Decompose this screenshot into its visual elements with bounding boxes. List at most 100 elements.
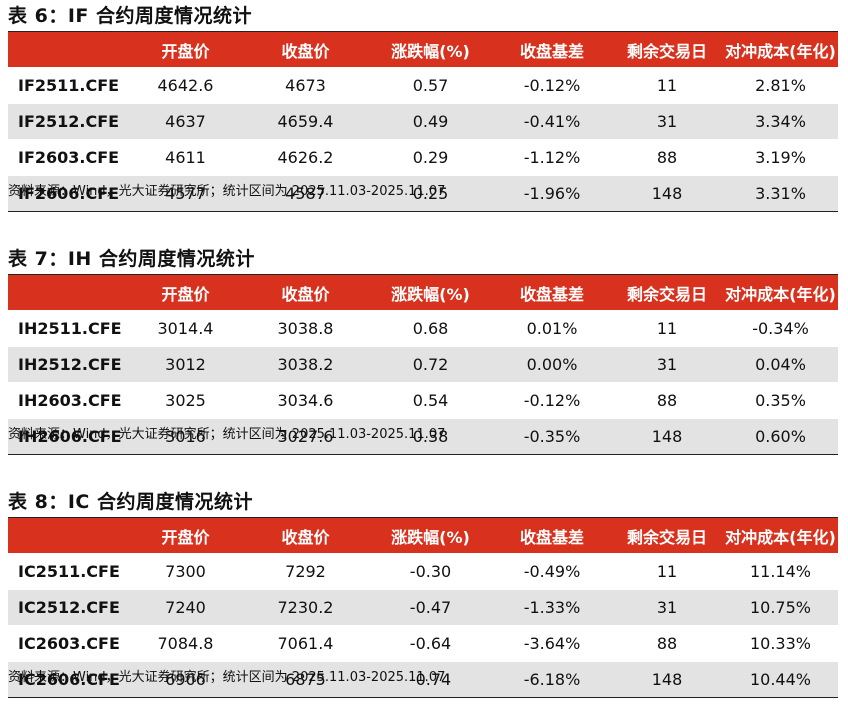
table-cell: 0.00%: [526, 355, 578, 374]
data-table: 开盘价 收盘价 涨跌幅(%) 收盘基差 剩余交易日 对冲成本(年化) IC2511.CFE 7…: [8, 517, 838, 698]
table-cell: 11.14%: [749, 562, 811, 581]
table-cell: 88: [656, 391, 678, 410]
table-cell: -0.34%: [752, 319, 809, 338]
column-header: 收盘基差: [519, 284, 584, 304]
table-cell: 0.57: [412, 76, 449, 95]
contract-code-cell: IF2511.CFE: [18, 76, 120, 95]
table-cell: -0.35%: [523, 427, 581, 446]
table-cell: 3.19%: [755, 148, 806, 167]
table-cell: 148: [651, 184, 683, 203]
table-cell: 11: [656, 76, 678, 95]
table-row: IF2606.CFE 4577 4587 0.25 -1.96% 148 3.31%: [8, 175, 838, 211]
contract-code-cell: IH2511.CFE: [18, 319, 122, 338]
table-title: 表 8：IC 合约周度情况统计: [8, 491, 253, 513]
source-note: 资料来源：Wind，光大证券研究所；统计区间为 2025.11.03-2025.…: [8, 427, 446, 442]
contract-code-cell: IH2606.CFE: [18, 427, 122, 446]
source-note: 资料来源：Wind，光大证券研究所；统计区间为 2025.11.03-2025.…: [8, 184, 446, 199]
table-cell: 0.54: [412, 391, 449, 410]
table-cell: -6.18%: [523, 670, 581, 689]
table-row: IH2606.CFE 3016 3027.6 0.38 -0.35% 148 0.60%: [8, 418, 838, 454]
table-cell: -1.96%: [523, 184, 581, 203]
table-row: IH2512.CFE 3012 3038.2 0.72 0.00% 31 0.04%: [8, 346, 838, 382]
contract-code-cell: IF2603.CFE: [18, 148, 120, 167]
table-cell: 0.49: [412, 112, 449, 131]
table-cell: 4659.4: [277, 112, 334, 131]
source-note: 资料来源：Wind，光大证券研究所；统计区间为 2025.11.03-2025.…: [8, 670, 446, 685]
table-cell: 7300: [165, 562, 206, 581]
column-header: 剩余交易日: [626, 527, 707, 547]
table-cell: -3.64%: [523, 634, 581, 653]
contract-code-cell: IC2603.CFE: [18, 634, 120, 653]
column-header: 收盘价: [281, 41, 330, 61]
table-cell: 3012: [165, 355, 206, 374]
table-cell: 0.29: [412, 148, 449, 167]
column-header: 涨跌幅(%): [391, 527, 470, 547]
table-header-row: 开盘价 收盘价 涨跌幅(%) 收盘基差 剩余交易日 对冲成本(年化): [8, 517, 838, 553]
table-row: IC2603.CFE 7084.8 7061.4 -0.64 -3.64% 88 10.33…: [8, 625, 838, 661]
table-cell: 3034.6: [277, 391, 334, 410]
table-cell: 10.44%: [749, 670, 811, 689]
column-header: 剩余交易日: [626, 284, 707, 304]
column-header: 对冲成本(年化): [725, 41, 836, 61]
table-cell: -1.33%: [523, 598, 581, 617]
table-header-row: 开盘价 收盘价 涨跌幅(%) 收盘基差 剩余交易日 对冲成本(年化): [8, 31, 838, 67]
table-cell: 3.31%: [755, 184, 806, 203]
table-cell: 0.35%: [755, 391, 806, 410]
column-header: 剩余交易日: [626, 41, 707, 61]
table-cell: 6875: [285, 670, 326, 689]
table-row: IF2511.CFE 4642.6 4673 0.57 -0.12% 11 2.81%: [8, 67, 838, 103]
table-row: IF2512.CFE 4637 4659.4 0.49 -0.41% 31 3.34%: [8, 103, 838, 139]
table-cell: 11: [656, 562, 678, 581]
table-cell: -0.47: [409, 598, 452, 617]
column-header: 涨跌幅(%): [391, 284, 470, 304]
table-cell: 11: [656, 319, 678, 338]
table-cell: 7292: [285, 562, 326, 581]
table-cell: 3027.6: [277, 427, 334, 446]
table-cell: 10.75%: [749, 598, 811, 617]
table-cell: 148: [651, 670, 683, 689]
table-cell: 4637: [165, 112, 206, 131]
table-cell: -0.30: [409, 562, 452, 581]
table-title: 表 7：IH 合约周度情况统计: [8, 248, 255, 270]
table-cell: 0.04%: [755, 355, 806, 374]
contract-code-cell: IC2511.CFE: [18, 562, 120, 581]
table-cell: 3016: [165, 427, 206, 446]
table-cell: 2.81%: [755, 76, 806, 95]
table-cell: 4673: [285, 76, 326, 95]
column-header: 收盘基差: [519, 41, 584, 61]
table-cell: 7084.8: [157, 634, 214, 653]
table-cell: 31: [656, 355, 678, 374]
table-cell: 3.34%: [755, 112, 806, 131]
column-header: 开盘价: [161, 527, 210, 547]
table-cell: -0.64: [409, 634, 452, 653]
table-row: IF2603.CFE 4611 4626.2 0.29 -1.12% 88 3.19%: [8, 139, 838, 175]
column-header: 收盘价: [281, 284, 330, 304]
data-table: 开盘价 收盘价 涨跌幅(%) 收盘基差 剩余交易日 对冲成本(年化) IF2511.CFE 4…: [8, 31, 838, 212]
table-cell: 0.38: [412, 427, 449, 446]
contract-code-cell: IC2606.CFE: [18, 670, 120, 689]
table-cell: 10.33%: [749, 634, 811, 653]
contract-code-cell: IF2606.CFE: [18, 184, 120, 203]
table-cell: 0.60%: [755, 427, 806, 446]
column-header: 涨跌幅(%): [391, 41, 470, 61]
table-cell: 3038.2: [277, 355, 334, 374]
table-cell: -0.41%: [523, 112, 581, 131]
table-cell: 88: [656, 148, 678, 167]
contract-code-cell: IH2603.CFE: [18, 391, 122, 410]
table-cell: -1.12%: [523, 148, 581, 167]
table-cell: -0.12%: [523, 391, 581, 410]
column-header: 开盘价: [161, 41, 210, 61]
table-cell: 4587: [285, 184, 326, 203]
table-row: IC2512.CFE 7240 7230.2 -0.47 -1.33% 31 10.75%: [8, 589, 838, 625]
table-cell: 0.72: [412, 355, 449, 374]
table-cell: 88: [656, 634, 678, 653]
table-cell: 0.68: [412, 319, 449, 338]
table-cell: 4611: [165, 148, 206, 167]
column-header: 对冲成本(年化): [725, 527, 836, 547]
table-cell: 7240: [165, 598, 206, 617]
column-header: 开盘价: [161, 284, 210, 304]
data-table: 开盘价 收盘价 涨跌幅(%) 收盘基差 剩余交易日 对冲成本(年化) IH2511.CFE 3…: [8, 274, 838, 455]
table-cell: 31: [656, 112, 678, 131]
column-header: 收盘价: [281, 527, 330, 547]
table-cell: -0.74: [409, 670, 452, 689]
